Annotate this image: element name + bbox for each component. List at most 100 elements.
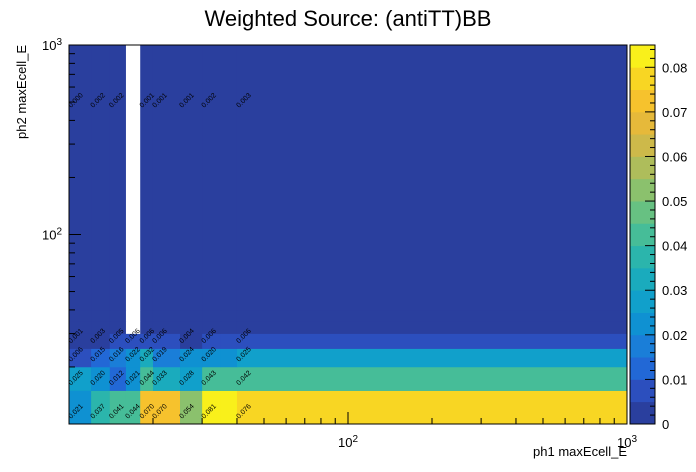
colorbar: 0 0.01 0.02 0.03 0.04 0.05 0.06 0.07 0.08 [629, 44, 687, 432]
heatmap-cell [125, 309, 141, 322]
colorbar-tick-label: 0.03 [662, 283, 687, 298]
heatmap-cell [152, 333, 181, 349]
heatmap-cell [69, 320, 92, 334]
heatmap-cell [202, 348, 222, 368]
heatmap-cell [140, 333, 154, 349]
heatmap-cell [125, 390, 141, 425]
colorbar-tick-label: 0 [662, 417, 669, 432]
heatmap-cell [180, 348, 203, 368]
colorbar-band [630, 178, 655, 202]
heatmap-cell [180, 45, 203, 311]
heatmap-cell [125, 366, 141, 391]
heatmap-cell [125, 348, 141, 368]
colorbar-band [630, 134, 655, 157]
colorbar-band [630, 67, 655, 90]
heatmap-cell [220, 366, 238, 391]
heatmap-cell [202, 333, 222, 349]
colorbar-band [630, 267, 655, 291]
heatmap-cell [109, 390, 127, 425]
colorbar-band [630, 290, 655, 313]
colorbar-tick-label: 0.01 [662, 372, 687, 387]
heatmap-cell [69, 45, 92, 311]
heatmap-cell [109, 45, 127, 311]
heatmap-cell [140, 390, 154, 425]
heatmap-cell [152, 366, 181, 391]
heatmap-cell [236, 333, 628, 349]
plot-cells [69, 45, 628, 425]
heatmap-cell [180, 366, 203, 391]
heatmap-cell [91, 390, 111, 425]
heatmap-cell [91, 348, 111, 368]
heatmap-cell [152, 320, 181, 334]
colorbar-tick-label: 0.07 [662, 105, 687, 120]
x-axis-label: ph1 maxEcell_E [533, 444, 627, 459]
heatmap-cell [69, 390, 92, 425]
heatmap-cell [152, 348, 181, 368]
heatmap-cell [69, 348, 92, 368]
colorbar-tick-label: 0.02 [662, 328, 687, 343]
heatmap-cell [69, 309, 92, 322]
x-tick-label: 102 [338, 434, 358, 450]
heatmap-cell [140, 348, 154, 368]
heatmap-cell [109, 333, 127, 349]
colorbar-band [630, 201, 655, 224]
heatmap-cell [202, 309, 222, 322]
colorbar-band [630, 45, 655, 68]
heatmap-cell [236, 366, 628, 391]
colorbar-band [630, 223, 655, 247]
heatmap-cell [109, 320, 127, 334]
heatmap-cell [202, 366, 222, 391]
heatmap-cell [152, 390, 181, 425]
y-tick-label: 102 [42, 227, 62, 243]
colorbar-band [630, 401, 655, 425]
colorbar-tick-label: 0.05 [662, 194, 687, 209]
y-axis-label: ph2 maxEcell_E [14, 45, 29, 139]
heatmap-cell [140, 320, 154, 334]
heatmap-cell [152, 309, 181, 322]
heatmap-cell [109, 348, 127, 368]
colorbar-band [630, 156, 655, 180]
heatmap-cell [180, 333, 203, 349]
colorbar-band [630, 334, 655, 358]
heatmap-cell [236, 320, 628, 334]
heatmap-cell [91, 320, 111, 334]
colorbar-tick-label: 0.04 [662, 239, 687, 254]
colorbar-frame [629, 44, 656, 425]
colorbar-tick-label: 0.08 [662, 60, 687, 75]
axes: 102 103 102 103 [42, 37, 637, 450]
heatmap-cell [220, 309, 238, 322]
heatmap-cell [220, 45, 238, 311]
heatmap-cell [220, 320, 238, 334]
y-tick-label: 103 [42, 37, 62, 53]
heatmap-cell [180, 320, 203, 334]
colorbar-band [630, 379, 655, 403]
colorbar-band [630, 312, 655, 336]
heatmap-cell [109, 366, 127, 391]
colorbar-band [630, 357, 655, 380]
heatmap-cell [202, 320, 222, 334]
heatmap-cell [236, 45, 628, 311]
colorbar-tick-label: 0.06 [662, 149, 687, 164]
heatmap-cell [91, 309, 111, 322]
heatmap-cell [202, 45, 222, 311]
heatmap-cell [91, 333, 111, 349]
heatmap-cell [236, 309, 628, 322]
heatmap-cell [125, 333, 141, 349]
heatmap-cell [125, 45, 141, 311]
heatmap-cell [220, 390, 238, 425]
heatmap-cell [220, 333, 238, 349]
heatmap-cell [125, 320, 141, 334]
heatmap-cell [69, 333, 92, 349]
chart-title: Weighted Source: (antiTT)BB [205, 6, 492, 31]
x-tick-label: 103 [617, 434, 637, 450]
colorbar-band [630, 111, 655, 135]
heatmap-cell [202, 390, 222, 425]
heatmap-cell [140, 309, 154, 322]
heatmap-cell [220, 348, 238, 368]
heatmap-cell [91, 366, 111, 391]
colorbar-band [630, 89, 655, 113]
heatmap-cell [152, 45, 181, 311]
heatmap-cell [69, 366, 92, 391]
heatmap-cell [180, 309, 203, 322]
heatmap-cell [236, 348, 628, 368]
